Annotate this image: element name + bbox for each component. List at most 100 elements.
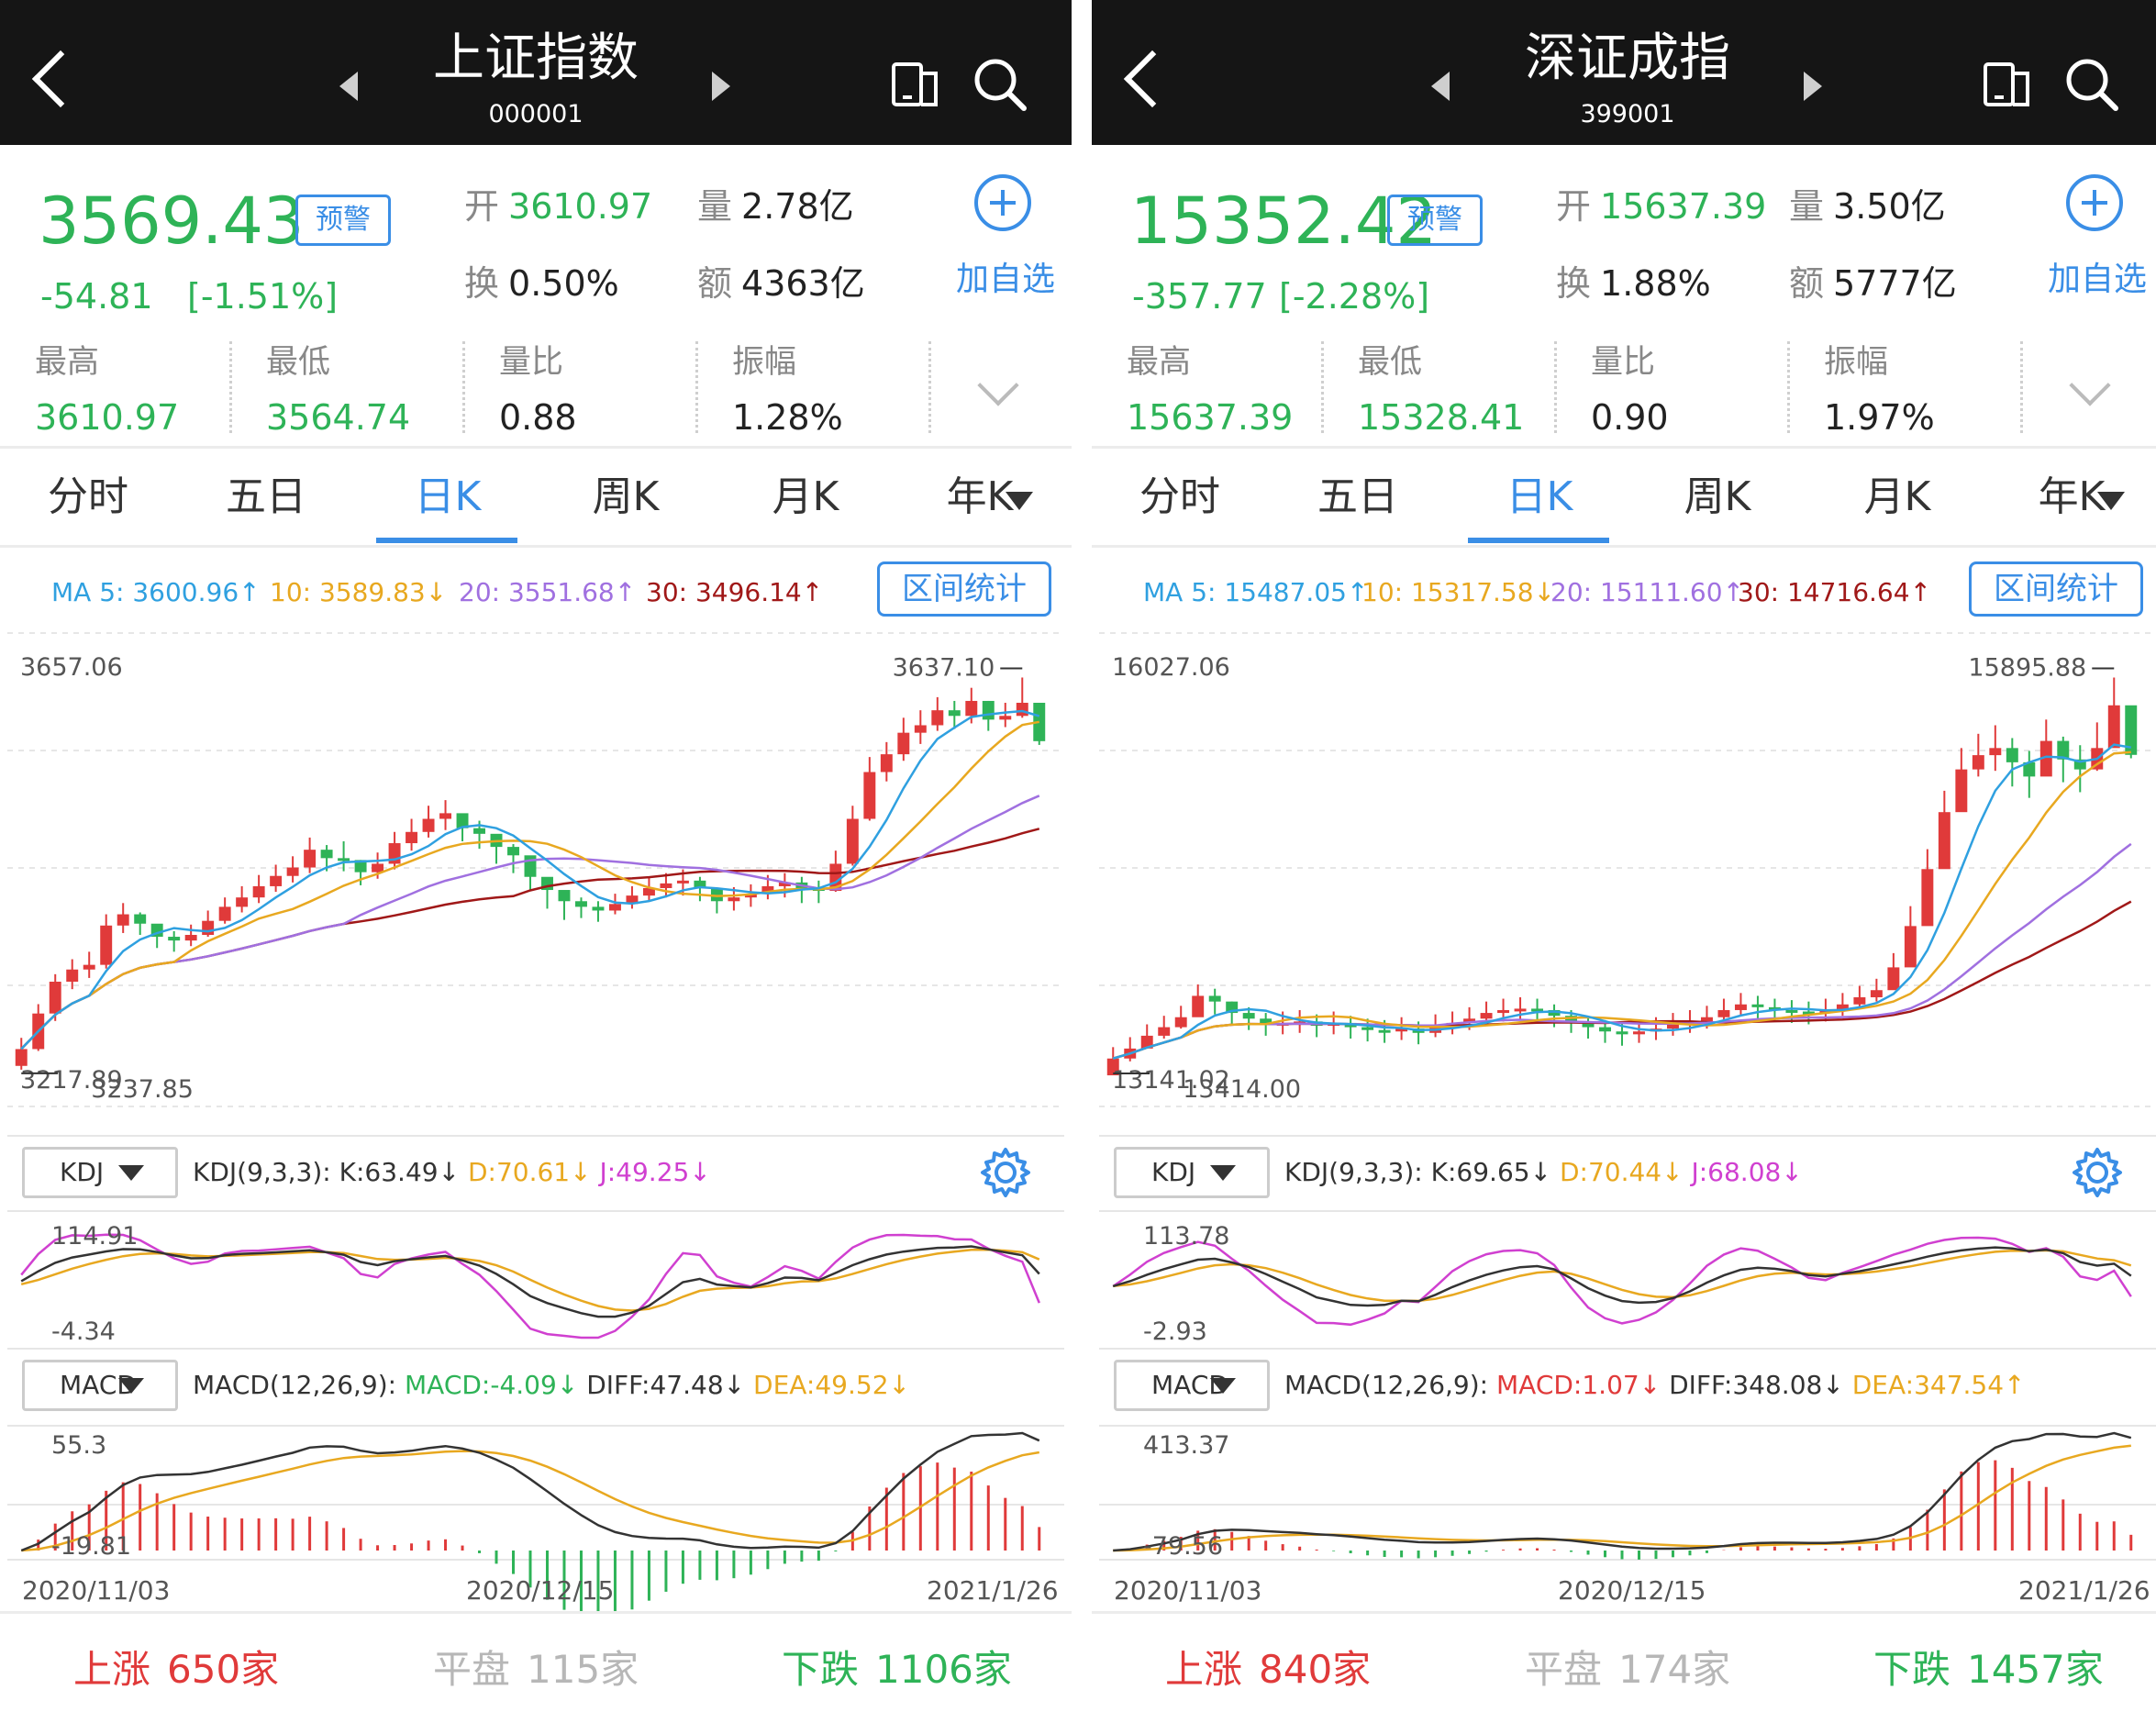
add-watchlist-icon[interactable] (974, 174, 1031, 231)
candle-body (1463, 1018, 1476, 1023)
gear-icon[interactable] (2070, 1145, 2125, 1200)
dropdown-icon (118, 1378, 144, 1394)
stat-value-high: 3610.97 (35, 397, 180, 438)
candle-body (660, 883, 672, 888)
candle-body (1531, 1008, 1544, 1012)
kdj-axis-min: -2.93 (1143, 1317, 1207, 1346)
add-watchlist-icon[interactable] (2066, 174, 2123, 231)
candle-body (1802, 1011, 1815, 1015)
macd-diff-line (1113, 1431, 2132, 1552)
tab-weekly-k[interactable]: 周K (592, 473, 660, 520)
kline-chart[interactable]: 3657.06 3217.89 3637.10 3237.85 114.91 -4.34 5… (0, 624, 1072, 1624)
candle-body (1921, 869, 1934, 927)
stat-value-low: 3564.74 (266, 397, 411, 438)
kdj-j-line (1112, 1236, 2132, 1327)
date-middle: 2020/12/15 (466, 1575, 615, 1606)
next-stock-icon[interactable] (1804, 72, 1822, 101)
ma20-value: 20: 3551.68↑ (459, 577, 637, 607)
candle-body (1106, 1058, 1119, 1076)
candle-body (252, 885, 265, 898)
macd-axis-max: 55.3 (51, 1431, 106, 1460)
search-icon[interactable] (971, 55, 1029, 114)
turnover-rate: 换 0.50% (464, 263, 619, 304)
candle-body (642, 887, 655, 896)
candle-body (218, 906, 231, 921)
candle-body (100, 925, 113, 965)
ma10-value: 10: 3589.83↓ (270, 577, 448, 607)
candle-body (456, 813, 469, 828)
candle-body (1734, 1004, 1747, 1010)
unchanged-count: 平盘 115家 (433, 1647, 639, 1692)
candle-body (846, 818, 859, 864)
candle-body (575, 901, 587, 907)
add-watchlist-button[interactable]: 加自选 (2047, 261, 2147, 298)
expand-chevron-icon[interactable] (977, 364, 1019, 406)
date-end: 2021/1/26 (2018, 1575, 2150, 1606)
tab-five-day[interactable]: 五日 (226, 473, 306, 520)
next-stock-icon[interactable] (712, 72, 730, 101)
kline-axis-min: 13141.02 (1112, 1066, 1230, 1095)
alert-button[interactable]: 预警 (295, 195, 391, 246)
candle-body (1870, 990, 1883, 997)
candle-body (422, 818, 435, 832)
landscape-icon[interactable] (1982, 59, 2031, 108)
candle-body (83, 964, 95, 970)
volume: 量 2.78亿 (697, 186, 854, 227)
back-icon[interactable] (31, 50, 90, 108)
macd-selector-button[interactable]: MACD (1114, 1360, 1270, 1411)
back-icon[interactable] (1123, 50, 1182, 108)
expand-chevron-icon[interactable] (2069, 364, 2111, 406)
stat-value-high: 15637.39 (1127, 397, 1294, 438)
chevron-down-icon[interactable] (1006, 492, 1033, 510)
kline-chart[interactable]: 16027.06 13141.02 15895.88 13414.00 113.78 -2… (1092, 624, 2156, 1624)
kdj-selector-button[interactable]: KDJ (1114, 1147, 1270, 1198)
candle-body (897, 732, 910, 755)
advancers-count: 上涨 840家 (1165, 1647, 1372, 1692)
tab-five-day[interactable]: 五日 (1317, 473, 1398, 520)
gear-icon[interactable] (978, 1145, 1033, 1200)
candle-body (999, 716, 1012, 720)
candle-body (1667, 1024, 1679, 1029)
candle-body (1242, 1013, 1255, 1019)
macd-selector-button[interactable]: MACD (22, 1360, 178, 1411)
tab-intraday[interactable]: 分时 (1139, 473, 1220, 520)
landscape-icon[interactable] (890, 59, 939, 108)
trade-amount: 额 5777亿 (1789, 263, 1957, 304)
candle-body (1616, 1031, 1628, 1035)
stat-label-high: 最高 (35, 344, 100, 381)
stat-divider (1321, 341, 1324, 433)
candle-body (134, 914, 147, 924)
candle-body (863, 772, 876, 819)
candle-body (1016, 703, 1028, 717)
candle-body (744, 894, 757, 898)
tab-monthly-k[interactable]: 月K (1863, 473, 1931, 520)
tab-daily-k[interactable]: 日K (414, 473, 482, 520)
panel-shenzhen-index: 深证成指 399001 15352.42 预警 -357.77 [-2.28%]… (1092, 0, 2156, 1723)
range-statistics-button[interactable]: 区间统计 (877, 561, 1051, 617)
macd-axis-min: -19.81 (51, 1532, 131, 1561)
tab-yearly-k[interactable]: 年K (946, 473, 1014, 520)
add-watchlist-button[interactable]: 加自选 (955, 261, 1055, 298)
search-icon[interactable] (2062, 55, 2121, 114)
macd-dea-line (1113, 1444, 2131, 1552)
prev-stock-icon[interactable] (339, 72, 358, 101)
tab-yearly-k[interactable]: 年K (2038, 473, 2106, 520)
tab-intraday[interactable]: 分时 (48, 473, 128, 520)
range-statistics-button[interactable]: 区间统计 (1969, 561, 2143, 617)
candle-body (1836, 1004, 1849, 1010)
stat-label-low: 最低 (1358, 344, 1423, 381)
prev-stock-icon[interactable] (1431, 72, 1450, 101)
chevron-down-icon[interactable] (2097, 492, 2125, 510)
candle-body (710, 887, 723, 902)
decliners-count: 下跌 1457家 (1873, 1647, 2104, 1692)
tab-daily-k[interactable]: 日K (1506, 473, 1573, 520)
alert-button[interactable]: 预警 (1387, 195, 1483, 246)
tab-weekly-k[interactable]: 周K (1684, 473, 1751, 520)
ma20-line (1112, 842, 2132, 1060)
unchanged-count: 平盘 174家 (1525, 1647, 1731, 1692)
tab-monthly-k[interactable]: 月K (772, 473, 839, 520)
kdj-selector-button[interactable]: KDJ (22, 1147, 178, 1198)
dropdown-icon (1210, 1165, 1236, 1181)
low-marker-label: 3237.85 (91, 1075, 194, 1104)
candle-body (880, 754, 893, 773)
